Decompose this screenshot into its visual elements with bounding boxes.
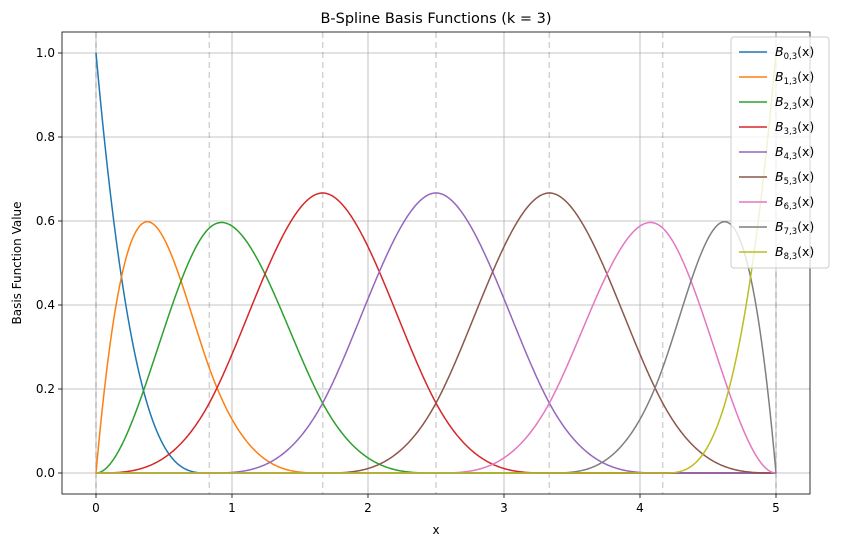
- legend-label-8: B8,3(x): [775, 244, 814, 262]
- plot-area: [62, 32, 810, 494]
- y-tick-label-4: 0.8: [36, 130, 55, 144]
- legend-label-2: B2,3(x): [775, 94, 814, 112]
- y-axis-label: Basis Function Value: [10, 201, 24, 324]
- legend-label-6: B6,3(x): [775, 194, 814, 212]
- chart-title: B-Spline Basis Functions (k = 3): [320, 11, 551, 27]
- plot-background: [62, 32, 810, 494]
- legend-box: [730, 36, 830, 269]
- legend-label-4: B4,3(x): [775, 144, 814, 162]
- x-tick-label-2: 2: [364, 501, 372, 515]
- axis-ticks: 0 1 2 3 4 5 0.0 0.2 0.4 0.6 0.8 1.0: [36, 46, 780, 515]
- x-tick-label-3: 3: [500, 501, 508, 515]
- legend-label-0: B0,3(x): [775, 44, 814, 62]
- series-lines: [95, 52, 777, 474]
- legend-label-1: B1,3(x): [775, 69, 814, 87]
- y-tick-label-5: 1.0: [36, 46, 55, 60]
- x-axis-label: x: [432, 523, 439, 537]
- series-line-8: [96, 52, 777, 474]
- y-tick-label-0: 0.0: [36, 466, 55, 480]
- y-tick-label-3: 0.6: [36, 214, 55, 228]
- legend-label-3: B3,3(x): [775, 119, 814, 137]
- legend: B0,3(x) B1,3(x) B2,3(x) B3,3(x) B4,3(x) B5,3(…: [730, 36, 830, 269]
- legend-label-5: B5,3(x): [775, 169, 814, 187]
- x-tick-label-1: 1: [228, 501, 236, 515]
- x-tick-label-0: 0: [92, 501, 100, 515]
- y-tick-label-1: 0.2: [36, 382, 55, 396]
- legend-label-7: B7,3(x): [775, 219, 814, 237]
- x-tick-label-4: 4: [636, 501, 644, 515]
- y-tick-label-2: 0.4: [36, 298, 55, 312]
- knot-lines: [95, 32, 777, 494]
- x-tick-label-5: 5: [772, 501, 780, 515]
